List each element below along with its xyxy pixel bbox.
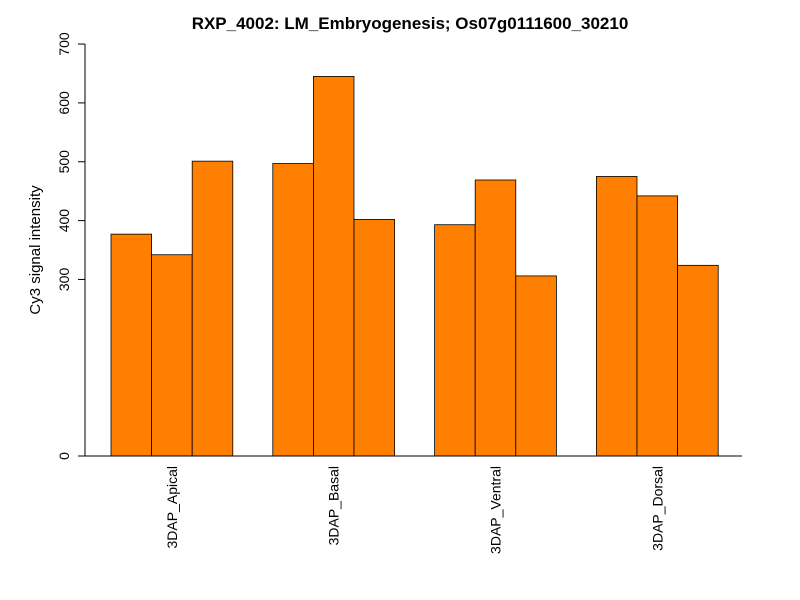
y-tick-label-0: 0 — [56, 452, 72, 460]
y-tick-label-500: 500 — [56, 150, 72, 174]
bar-3dap_apical-1 — [110, 233, 152, 457]
bar-3dap_basal-3 — [353, 219, 395, 457]
y-tick-label-300: 300 — [56, 268, 72, 292]
bar-3dap_ventral-1 — [434, 224, 476, 457]
bar-3dap_apical-2 — [151, 254, 193, 457]
y-tick-label-700: 700 — [56, 32, 72, 56]
category-label-3dap_basal: 3DAP_Basal — [326, 466, 342, 545]
bar-3dap_dorsal-3 — [677, 264, 719, 457]
bar-3dap_basal-1 — [272, 163, 314, 457]
bar-3dap_ventral-2 — [474, 179, 517, 457]
y-axis-label: Cy3 signal intensity — [27, 185, 44, 315]
category-label-3dap_apical: 3DAP_Apical — [164, 466, 180, 549]
axes-group: 0 300 400 500 600 700 3DAP_Apical 3DAP_Basal 3DA… — [56, 32, 742, 554]
y-tick-label-600: 600 — [56, 91, 72, 115]
bars-group — [110, 76, 719, 457]
bar-3dap_basal-2 — [312, 76, 355, 457]
bar-3dap_apical-3 — [191, 160, 234, 457]
bar-3dap_dorsal-2 — [636, 195, 678, 457]
category-label-3dap_ventral: 3DAP_Ventral — [488, 466, 504, 554]
chart-title: RXP_4002: LM_Embryogenesis; Os07g0111600… — [192, 14, 629, 33]
y-tick-label-400: 400 — [56, 209, 72, 233]
category-label-3dap_dorsal: 3DAP_Dorsal — [649, 466, 665, 551]
bar-3dap_dorsal-1 — [596, 176, 638, 457]
bar-3dap_ventral-3 — [515, 275, 557, 457]
